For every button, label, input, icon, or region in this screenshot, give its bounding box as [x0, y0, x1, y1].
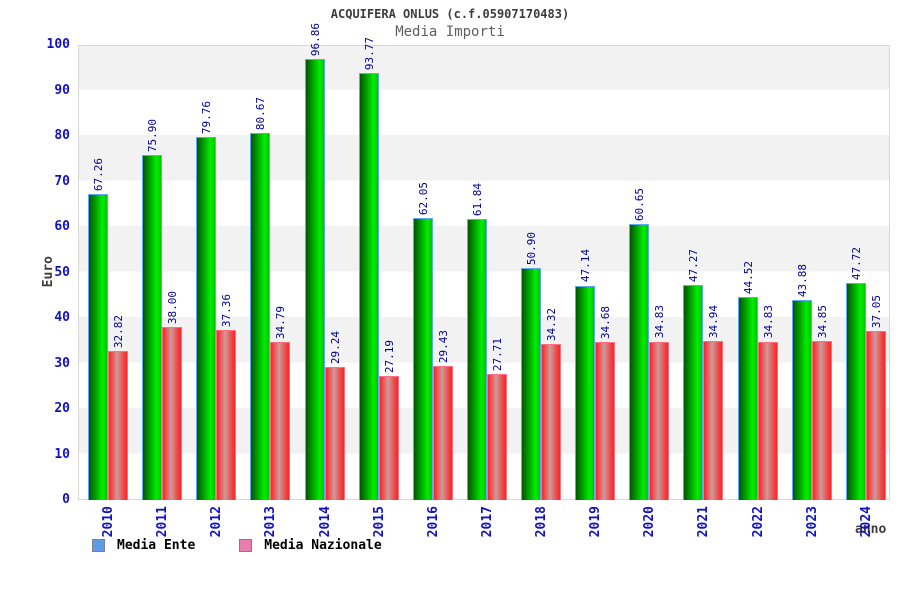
- x-axis-year-label: 2019: [588, 506, 604, 538]
- media-nazionale-value-label: 34.83: [653, 305, 667, 339]
- y-axis-tick-label: 60: [54, 219, 70, 234]
- media-ente-bar: [466, 218, 487, 500]
- x-axis-year-label: 2023: [804, 506, 820, 538]
- x-axis-year-label: 2021: [696, 506, 712, 538]
- media-ente-bar: [575, 285, 596, 500]
- media-ente-bar: [250, 132, 271, 500]
- y-axis-tick-label: 50: [54, 264, 70, 280]
- x-axis-year-label: 2015: [371, 506, 387, 538]
- media-ente-bar: [845, 282, 866, 500]
- media-ente-value-label: 47.14: [579, 249, 593, 283]
- media-nazionale-value-label: 34.94: [707, 304, 721, 339]
- y-axis-tick-label: 80: [54, 128, 70, 143]
- media-ente-bar: [88, 193, 108, 500]
- media-ente-value-label: 61.84: [470, 182, 484, 216]
- media-nazionale-bar: [757, 341, 778, 500]
- legend-item-media-nazionale: Media Nazionale: [239, 538, 382, 553]
- media-nazionale-value-label: 37.05: [869, 295, 883, 329]
- media-ente-bar: [629, 224, 650, 500]
- media-ente-bar: [791, 300, 812, 500]
- media-ente-value-label: 67.26: [92, 157, 105, 191]
- y-axis-tick-label: 10: [54, 446, 70, 462]
- media-nazionale-swatch-icon: [239, 539, 253, 552]
- legend-label: Media Ente: [117, 538, 196, 553]
- media-ente-value-label: 80.67: [254, 96, 268, 130]
- x-axis-year-label: 2011: [155, 506, 171, 538]
- media-ente-value-label: 62.05: [416, 181, 430, 215]
- media-nazionale-bar: [865, 331, 886, 500]
- media-ente-value-label: 60.65: [633, 187, 647, 222]
- x-axis-year-label: 2016: [425, 506, 441, 538]
- media-nazionale-bar: [649, 341, 670, 500]
- legend: Media Ente Media Nazionale: [92, 538, 382, 553]
- media-nazionale-value-label: 34.68: [599, 306, 613, 340]
- x-axis-year-label: 2013: [263, 506, 279, 538]
- media-ente-value-label: 43.88: [795, 264, 809, 298]
- x-axis-year-label: 2020: [642, 506, 658, 538]
- media-ente-value-label: 47.72: [849, 246, 863, 280]
- media-ente-value-label: 96.86: [308, 23, 322, 57]
- y-axis-tick-label: 30: [54, 355, 70, 371]
- x-axis-year-label: 2010: [101, 506, 116, 538]
- media-ente-bar: [683, 284, 704, 500]
- media-nazionale-bar: [270, 341, 291, 500]
- media-nazionale-value-label: 27.19: [382, 340, 396, 374]
- media-ente-bar: [196, 137, 217, 500]
- y-axis-tick-label: 90: [54, 82, 70, 98]
- media-ente-bar: [358, 73, 379, 500]
- media-nazionale-bar: [162, 327, 183, 500]
- media-ente-value-label: 79.76: [200, 100, 214, 135]
- x-axis-year-label: 2017: [479, 506, 495, 538]
- x-axis-year-label: 2014: [317, 506, 333, 538]
- media-nazionale-value-label: 32.82: [112, 314, 125, 348]
- media-nazionale-bar: [595, 342, 616, 500]
- y-axis-tick-label: 40: [54, 310, 70, 325]
- y-axis-tick-label: 70: [54, 173, 70, 189]
- chart-subtitle: Media Importi: [395, 24, 505, 40]
- x-axis-title: anno: [855, 522, 887, 537]
- media-nazionale-value-label: 29.24: [328, 330, 342, 364]
- media-nazionale-bar: [811, 341, 832, 500]
- media-nazionale-bar: [108, 350, 128, 500]
- media-ente-value-label: 47.27: [687, 248, 701, 282]
- media-ente-bar: [142, 154, 163, 500]
- x-axis-year-label: 2024: [858, 506, 874, 538]
- x-axis-year-label: 2018: [534, 506, 550, 538]
- media-ente-bar: [521, 268, 542, 500]
- chart-title: ACQUIFERA ONLUS (c.f.05907170483): [330, 7, 570, 21]
- legend-label: Media Nazionale: [264, 538, 382, 553]
- media-ente-bar: [412, 217, 433, 500]
- media-nazionale-value-label: 34.83: [761, 305, 775, 339]
- media-ente-value-label: 75.90: [146, 118, 160, 152]
- legend-item-media-ente: Media Ente: [92, 538, 195, 553]
- media-nazionale-bar: [541, 343, 562, 500]
- x-axis-year-label: 2012: [209, 506, 225, 538]
- media-nazionale-bar: [432, 366, 453, 500]
- media-nazionale-value-label: 34.32: [545, 307, 559, 341]
- y-axis-tick-label: 0: [62, 492, 70, 507]
- media-nazionale-value-label: 38.00: [166, 290, 180, 325]
- media-ente-value-label: 93.77: [362, 37, 376, 71]
- media-ente-value-label: 50.90: [525, 232, 539, 266]
- media-nazionale-value-label: 29.43: [436, 329, 450, 364]
- media-nazionale-bar: [486, 373, 507, 500]
- media-ente-bar: [737, 297, 758, 500]
- media-nazionale-bar: [216, 330, 237, 500]
- media-nazionale-value-label: 37.36: [220, 293, 234, 328]
- media-ente-value-label: 44.52: [741, 261, 755, 295]
- media-nazionale-bar: [378, 376, 399, 500]
- y-axis-tick-label: 100: [46, 37, 70, 52]
- media-nazionale-bar: [324, 366, 345, 500]
- media-nazionale-value-label: 27.71: [490, 337, 504, 371]
- media-nazionale-value-label: 34.85: [815, 305, 829, 339]
- media-ente-swatch-icon: [92, 539, 105, 552]
- media-ente-bar: [304, 59, 325, 500]
- media-nazionale-bar: [703, 341, 724, 500]
- y-axis-tick-label: 20: [54, 401, 70, 416]
- media-nazionale-value-label: 34.79: [274, 305, 288, 339]
- x-axis-year-label: 2022: [750, 506, 766, 538]
